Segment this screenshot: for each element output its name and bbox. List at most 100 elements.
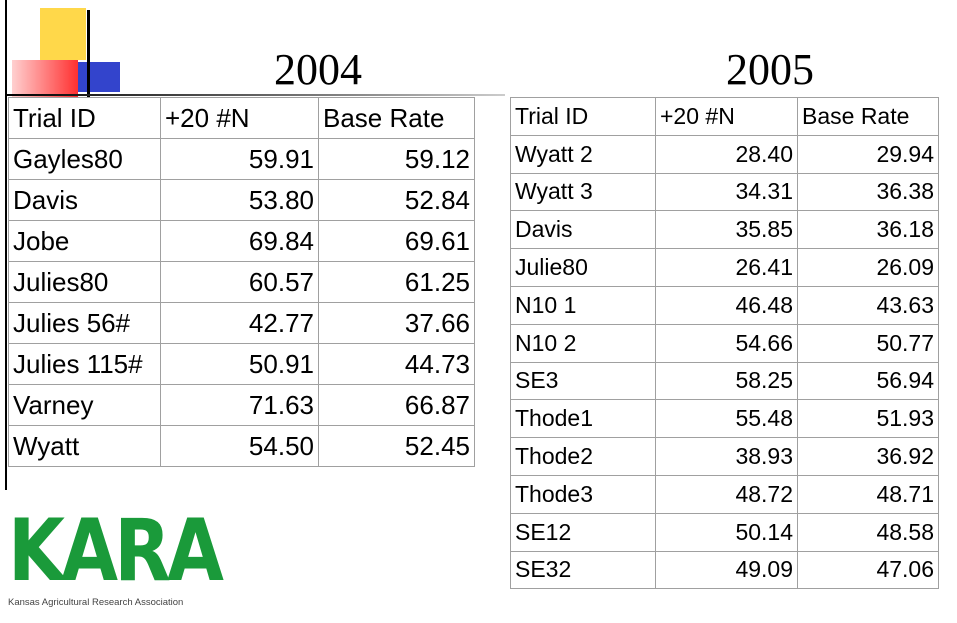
logo: KARA Kansas Agricultural Research Associ… [8,501,224,623]
cell: 69.61 [318,220,475,262]
row: N10 2 54.66 50.77 [510,323,939,363]
cell: 42.77 [160,302,319,344]
cell: Thode2 [510,437,656,476]
cell: 46.48 [655,285,798,325]
deco-hline [5,94,505,96]
table: Trial ID +20 #N Base Rate Gayles80 59.91 59.1… [8,97,475,467]
deco-left-line [5,0,7,490]
cell: 50.91 [160,343,319,385]
row: Wyatt 54.50 52.45 [8,425,475,467]
cell: Julies 115# [8,343,161,385]
cell: 36.18 [797,210,939,250]
cell: 54.66 [655,323,798,363]
row: N10 1 46.48 43.63 [510,285,939,325]
cell: 36.38 [797,172,939,212]
cell: 52.84 [318,179,475,221]
cell: 36.92 [797,437,939,476]
cell: Wyatt [8,425,161,467]
deco-yellow [40,8,86,60]
cell: Julies 56# [8,302,161,344]
row: Julie80 26.41 26.09 [510,248,939,287]
cell: SE3 [510,361,656,401]
cell: 48.72 [655,474,798,514]
cell: 35.85 [655,210,798,250]
cell: 52.45 [318,425,475,467]
row: Varney 71.63 66.87 [8,384,475,426]
header-cell: Trial ID [8,97,161,139]
row: Thode3 48.72 48.71 [510,474,939,514]
row: Gayles80 59.91 59.12 [8,138,475,180]
cell: Gayles80 [8,138,161,180]
cell: Thode3 [510,474,656,514]
header-cell: Base Rate [318,97,475,139]
cell: 48.71 [797,474,939,514]
cell: 58.25 [655,361,798,401]
cell: Varney [8,384,161,426]
header-row: Trial ID +20 #N Base Rate [510,97,939,136]
row: Wyatt 2 28.40 29.94 [510,134,939,174]
cell: 51.93 [797,399,939,439]
header-cell: +20 #N [160,97,319,139]
cell: N10 2 [510,323,656,363]
cell: Thode1 [510,399,656,439]
cell: Julie80 [510,248,656,287]
cell: 61.25 [318,261,475,303]
row: Jobe 69.84 69.61 [8,220,475,262]
cell: SE12 [510,512,656,552]
table-title: 2005 [726,45,814,94]
header-cell: Trial ID [510,97,656,136]
cell: Julies80 [8,261,161,303]
table: Trial ID +20 #N Base Rate Wyatt 2 28.40 29.94… [510,97,939,590]
cell: 60.57 [160,261,319,303]
deco-blue [78,62,120,92]
cell: Jobe [8,220,161,262]
cell: 66.87 [318,384,475,426]
row: Julies 115# 50.91 44.73 [8,343,475,385]
row: Davis 35.85 36.18 [510,210,939,250]
header-cell: Base Rate [797,97,939,136]
cell: 53.80 [160,179,319,221]
row: Julies80 60.57 61.25 [8,261,475,303]
cell: 26.09 [797,248,939,287]
cell: 38.93 [655,437,798,476]
cell: 56.94 [797,361,939,401]
logo-text: KARA [8,501,224,601]
cell: 34.31 [655,172,798,212]
row: Wyatt 3 34.31 36.38 [510,172,939,212]
cell: 47.06 [797,550,939,590]
cell: Davis [8,179,161,221]
cell: 48.58 [797,512,939,552]
cell: Wyatt 3 [510,172,656,212]
cell: SE32 [510,550,656,590]
row: SE3 58.25 56.94 [510,361,939,401]
cell: 54.50 [160,425,319,467]
row: Davis 53.80 52.84 [8,179,475,221]
cell: 59.91 [160,138,319,180]
row: Thode2 38.93 36.92 [510,437,939,476]
cell: 50.77 [797,323,939,363]
row: SE32 49.09 47.06 [510,550,939,590]
row: Thode1 55.48 51.93 [510,399,939,439]
cell: 43.63 [797,285,939,325]
cell: 28.40 [655,134,798,174]
cell: 55.48 [655,399,798,439]
cell: 29.94 [797,134,939,174]
cell: 50.14 [655,512,798,552]
cell: 59.12 [318,138,475,180]
cell: 49.09 [655,550,798,590]
row: SE12 50.14 48.58 [510,512,939,552]
table-title: 2004 [274,45,362,94]
logo-caption: Kansas Agricultural Research Association [8,597,184,608]
header-cell: +20 #N [655,97,798,136]
cell: Davis [510,210,656,250]
cell: 71.63 [160,384,319,426]
cell: Wyatt 2 [510,134,656,174]
cell: N10 1 [510,285,656,325]
cell: 37.66 [318,302,475,344]
cell: 44.73 [318,343,475,385]
header-row: Trial ID +20 #N Base Rate [8,97,475,139]
cell: 26.41 [655,248,798,287]
row: Julies 56# 42.77 37.66 [8,302,475,344]
deco-vline [87,10,90,122]
